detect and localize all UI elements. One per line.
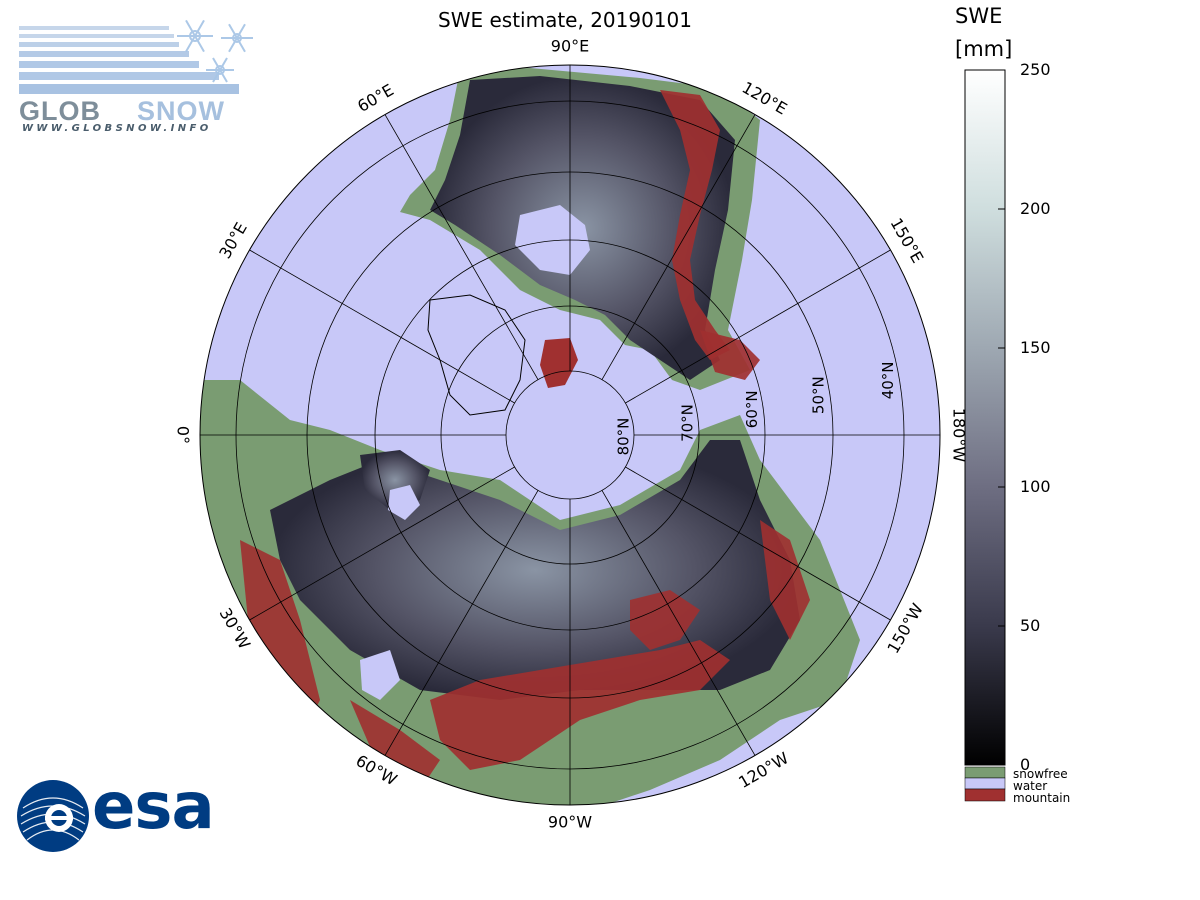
rockies-mountain (660, 90, 730, 360)
meridian-150 (625, 249, 891, 404)
longitude-label-0: 90°W (548, 813, 592, 832)
svg-text:SNOW: SNOW (137, 96, 225, 126)
latitude-label-3: 50°N (809, 376, 827, 414)
meridian-30 (249, 249, 515, 404)
meridian-60 (384, 114, 539, 380)
colorbar-tick-150: 150 (1020, 338, 1051, 357)
latitude-label-2: 60°N (743, 390, 761, 428)
legend-label-snowfree: snowfree (1013, 767, 1068, 781)
globsnow-wordmark: GLOB SNOW (19, 96, 225, 126)
colorbar (964, 69, 1006, 802)
caucasus-mountain (350, 700, 440, 790)
meridian-lines (200, 65, 940, 805)
esa-wordmark: esa (92, 770, 215, 844)
colorbar-tick-200: 200 (1020, 199, 1051, 218)
latitude-label-1: 70°N (678, 404, 696, 442)
kamchatka-mountain (760, 520, 810, 640)
legend-swatch-snowfree (964, 766, 1006, 779)
caspian-sea (360, 650, 400, 700)
colorbar-tick-100: 100 (1020, 477, 1051, 496)
meridian--60 (384, 490, 539, 756)
map-border (199, 64, 941, 806)
meridian--30 (249, 466, 515, 621)
colorbar-title-line1: SWE (955, 4, 1003, 28)
colorbar-tick-0: 0 (1020, 755, 1031, 774)
legend-label-water: water (1013, 779, 1048, 793)
snowflake-icon (177, 19, 253, 83)
legend-label-mountain: mountain (1013, 791, 1071, 805)
longitude-label-3: 180°W (950, 408, 969, 463)
colorbar-tick-50: 50 (1020, 616, 1041, 635)
colorbar-title-line2: [mm] (955, 37, 1013, 61)
logo-stripes (19, 26, 239, 94)
meridian--150 (625, 466, 891, 621)
legend-swatch-water (964, 777, 1006, 790)
colorbar-gradient (964, 69, 1006, 766)
himalaya-mountain (430, 640, 730, 770)
longitude-label-7: 60°E (354, 80, 397, 116)
alaska-mountain (700, 330, 760, 380)
legend-swatch-mountain (964, 788, 1006, 802)
longitude-label-6: 90°E (551, 37, 589, 56)
esa-emblem-icon (17, 780, 89, 852)
hudson-bay (515, 205, 590, 275)
svg-text:GLOB: GLOB (19, 96, 101, 126)
longitude-label-9: 0° (174, 426, 193, 444)
latitude-label-4: 40°N (879, 361, 897, 399)
map-title: SWE estimate, 20190101 (438, 8, 692, 32)
siberia-mountain (630, 590, 700, 650)
globsnow-url: WWW.GLOBSNOW.INFO (22, 123, 212, 134)
greenland (427, 294, 526, 416)
colorbar-tick-250: 250 (1020, 60, 1051, 79)
colorbar-tickmarks (998, 69, 1005, 766)
meridian--120 (601, 490, 756, 756)
latitude-labels: 80°N 70°N 60°N 50°N 40°N (615, 361, 897, 455)
baffin-mountain (540, 338, 578, 388)
longitude-label-8: 30°E (215, 219, 251, 262)
baltic-sea (388, 485, 420, 520)
latitude-label-0: 80°N (615, 418, 633, 456)
meridian-120 (601, 114, 756, 380)
